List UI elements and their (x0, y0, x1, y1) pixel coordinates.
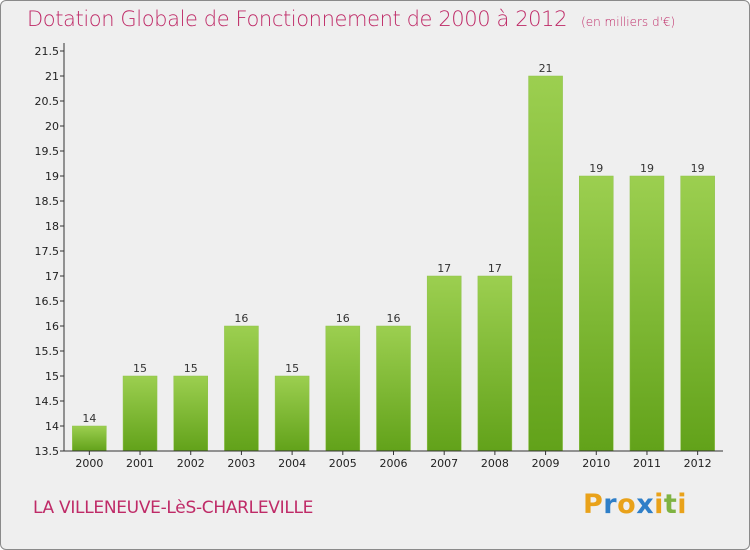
y-tick-label: 19.5 (35, 145, 60, 158)
x-tick-label-2001: 2001 (126, 457, 154, 470)
bar-2004 (274, 375, 310, 452)
bar-2007 (426, 275, 462, 452)
x-tick-label-2000: 2000 (75, 457, 103, 470)
x-tick-label-2010: 2010 (582, 457, 610, 470)
y-tick-label: 15.5 (35, 345, 60, 358)
value-label-2010: 19 (589, 162, 603, 175)
bar-2006 (376, 325, 411, 452)
logo-letter: r (603, 489, 618, 520)
x-tick-label-2006: 2006 (380, 457, 408, 470)
x-tick-label-2003: 2003 (227, 457, 255, 470)
value-label-2005: 16 (336, 312, 350, 325)
bar-2003 (224, 325, 259, 452)
value-label-2007: 17 (437, 262, 451, 275)
value-label-2004: 15 (285, 362, 299, 375)
y-tick-label: 18 (45, 220, 59, 233)
commune-name: LA VILLENEUVE-LèS-CHARLEVILLE (33, 498, 314, 518)
y-tick-label: 14 (45, 420, 59, 433)
value-label-2000: 14 (82, 412, 96, 425)
bar-2012 (680, 175, 715, 452)
x-tick-label-2005: 2005 (329, 457, 357, 470)
bar-2009 (528, 75, 563, 452)
value-label-2009: 21 (539, 62, 553, 75)
logo-letter: x (636, 489, 655, 520)
y-tick-label: 13.5 (35, 445, 60, 458)
logo-letter: P (583, 489, 604, 520)
y-tick-label: 17.5 (35, 245, 60, 258)
axes-group: 13.5 14 14.5 15 15.5 16 16.5 17 17.5 18 18.5 19 19.5… (35, 43, 723, 470)
value-label-2006: 16 (387, 312, 401, 325)
bar-2001 (122, 375, 158, 452)
logo-letter: i (677, 489, 688, 520)
value-label-2011: 19 (640, 162, 654, 175)
x-tick-label-2007: 2007 (430, 457, 458, 470)
x-tick-label-2008: 2008 (481, 457, 509, 470)
y-tick-label: 21 (45, 70, 59, 83)
y-tick-label: 14.5 (35, 395, 60, 408)
x-tick-label-2012: 2012 (684, 457, 712, 470)
value-label-2001: 15 (133, 362, 147, 375)
bar-2000 (72, 425, 107, 452)
chart-subtitle: (en milliers d'€) (581, 15, 676, 29)
y-tick-label: 17 (45, 270, 59, 283)
x-tick-label-2009: 2009 (532, 457, 560, 470)
y-tick-label: 19 (45, 170, 59, 183)
y-tick-label: 16 (45, 320, 59, 333)
bar-2010 (579, 175, 614, 452)
value-label-2012: 19 (691, 162, 705, 175)
y-tick-label: 20.5 (35, 95, 60, 108)
y-tick-label: 21.5 (35, 45, 60, 58)
x-tick-label-2004: 2004 (278, 457, 306, 470)
x-tick-label-2011: 2011 (633, 457, 661, 470)
proxiti-logo: Proxiti (583, 489, 687, 520)
chart-title-text: Dotation Globale de Fonctionnement de 20… (27, 7, 568, 31)
value-label-2003: 16 (234, 312, 248, 325)
logo-letter: o (617, 489, 637, 520)
bar-2005 (325, 325, 361, 452)
bars-group: 14 15 15 16 15 16 16 17 17 21 19 19 19 (72, 62, 715, 452)
bar-2011 (629, 175, 665, 452)
y-tick-label: 16.5 (35, 295, 60, 308)
y-tick-label: 15 (45, 370, 59, 383)
chart-title: Dotation Globale de Fonctionnement de 20… (27, 7, 675, 31)
y-tick-label: 18.5 (35, 195, 60, 208)
logo-letter: t (663, 489, 678, 520)
x-tick-label-2002: 2002 (177, 457, 205, 470)
value-label-2002: 15 (184, 362, 198, 375)
y-tick-label: 20 (45, 120, 59, 133)
bar-2008 (477, 275, 513, 452)
value-label-2008: 17 (488, 262, 502, 275)
bar-2002 (173, 375, 208, 452)
logo-letter: i (654, 489, 664, 520)
